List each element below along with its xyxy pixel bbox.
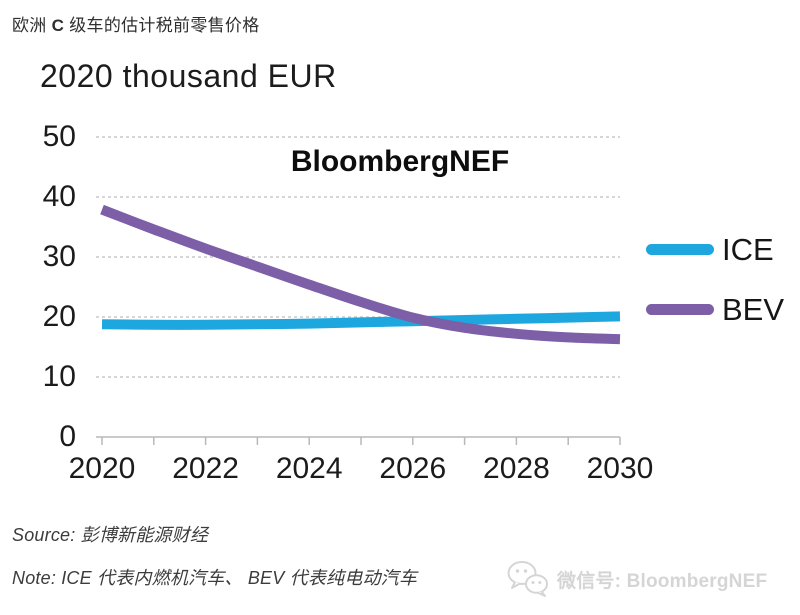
page-title: 欧洲 C 级车的估计税前零售价格 xyxy=(12,11,260,36)
wechat-watermark: 微信号: BloombergNEF xyxy=(505,559,767,599)
legend-swatch-ice xyxy=(646,244,714,255)
legend-swatch-bev xyxy=(646,304,714,315)
y-tick-label-20: 20 xyxy=(42,300,76,333)
y-tick-label-40: 40 xyxy=(42,180,76,213)
wechat-id-text: 微信号: BloombergNEF xyxy=(557,570,768,592)
legend-item-bev: BEV xyxy=(646,291,785,327)
series-line-ice xyxy=(101,311,621,330)
x-tick-label-2020: 2020 xyxy=(68,452,136,485)
legend-label-bev: BEV xyxy=(722,291,785,327)
y-tick-label-10: 10 xyxy=(42,360,76,393)
chart-title: 2020 thousand EUR xyxy=(40,58,337,94)
page-title-bold: C xyxy=(51,16,65,35)
y-tick-label-0: 0 xyxy=(59,420,76,453)
source-text: Source: 彭博新能源财经 xyxy=(12,525,209,545)
page-title-prefix: 欧洲 xyxy=(12,16,52,35)
note-text: Note: ICE 代表内燃机汽车、 BEV 代表纯电动汽车 xyxy=(12,568,418,588)
x-tick-label-2024: 2024 xyxy=(275,452,343,485)
legend-label-ice: ICE xyxy=(722,231,774,267)
y-tick-label-50: 50 xyxy=(42,120,76,153)
y-tick-label-30: 30 xyxy=(42,240,76,273)
bloombergnef-watermark: BloombergNEF xyxy=(290,145,510,178)
series-line-bev xyxy=(100,204,621,345)
legend-item-ice: ICE xyxy=(646,231,784,267)
legend: ICE BEV xyxy=(646,231,785,327)
x-tick-label-2026: 2026 xyxy=(379,452,447,485)
wechat-icon xyxy=(507,561,548,597)
x-tick-label-2022: 2022 xyxy=(172,452,239,485)
x-tick-label-2030: 2030 xyxy=(586,452,654,485)
x-tick-label-2028: 2028 xyxy=(483,452,550,485)
page-title-suffix: 级车的估计税前零售价格 xyxy=(64,16,260,35)
